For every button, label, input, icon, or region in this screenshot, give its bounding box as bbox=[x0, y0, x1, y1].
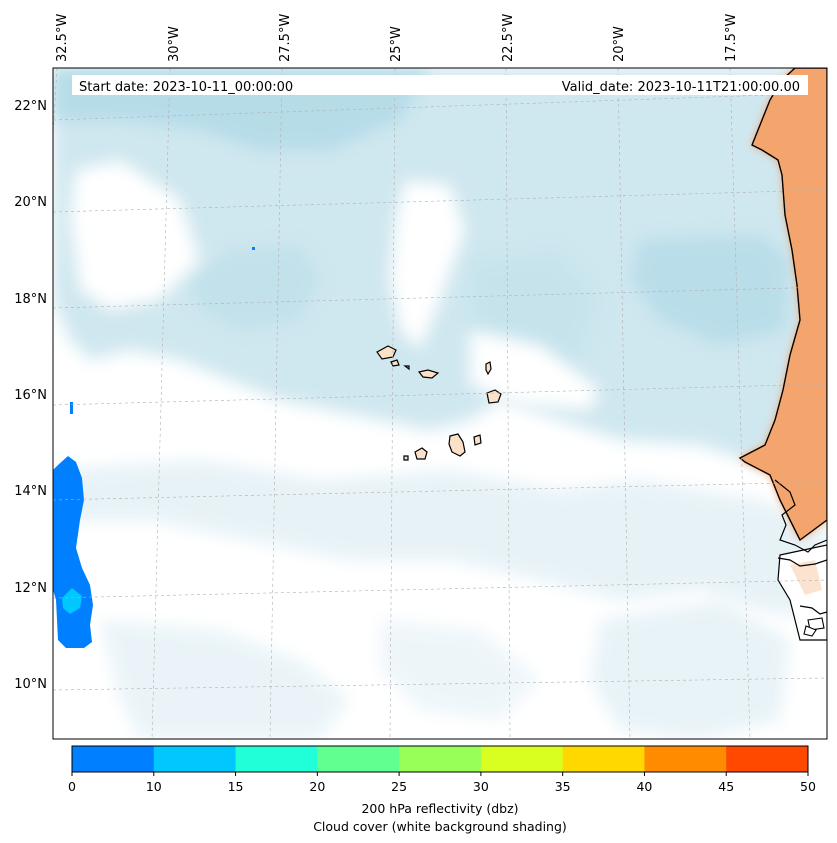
island-fogo bbox=[414, 447, 428, 460]
island-sal bbox=[485, 361, 492, 376]
lat-label: 14°N bbox=[14, 484, 47, 499]
lon-label: 27.5°W bbox=[278, 14, 293, 62]
colorbar-segment bbox=[153, 746, 237, 772]
island-santiago bbox=[448, 433, 466, 457]
colorbar-segment bbox=[562, 746, 645, 772]
lat-label: 16°N bbox=[14, 388, 47, 403]
lon-label: 30°W bbox=[167, 26, 182, 62]
island-boa-vista bbox=[486, 389, 502, 404]
map-frame bbox=[52, 67, 828, 740]
colorbar-segment bbox=[399, 746, 482, 772]
colorbar-tick-label: 15 bbox=[228, 779, 244, 794]
island-sao-nicolau bbox=[417, 369, 440, 379]
reflectivity-layer bbox=[53, 247, 255, 648]
colorbar: 0 10 15 20 25 30 35 40 45 50 bbox=[68, 745, 816, 794]
colorbar-frame bbox=[71, 745, 809, 773]
island-santo-antao bbox=[376, 345, 397, 360]
colorbar-segment bbox=[235, 746, 318, 772]
colorbar-segment bbox=[72, 746, 155, 772]
colorbar-tick-label: 25 bbox=[391, 779, 407, 794]
lat-label: 20°N bbox=[14, 195, 47, 210]
colorbar-sublabel: Cloud cover (white background shading) bbox=[313, 819, 567, 834]
graticule bbox=[53, 68, 827, 739]
africa-landmass bbox=[738, 68, 827, 641]
colorbar-tick-label: 30 bbox=[473, 779, 489, 794]
colorbar-tick-label: 40 bbox=[636, 779, 652, 794]
lon-label: 20°W bbox=[612, 26, 627, 62]
colorbar-tick-label: 45 bbox=[718, 779, 734, 794]
colorbar-segment bbox=[726, 746, 809, 772]
colorbar-tick-label: 0 bbox=[68, 779, 76, 794]
colorbar-segment bbox=[317, 746, 400, 772]
lon-label: 32.5°W bbox=[55, 14, 70, 62]
cape-verde-islands bbox=[376, 345, 502, 461]
colorbar-segment bbox=[644, 746, 727, 772]
island-santa-luzia bbox=[403, 365, 410, 371]
lon-label: 22.5°W bbox=[501, 14, 516, 62]
lon-label: 25°W bbox=[389, 26, 404, 62]
lon-label: 17.5°W bbox=[724, 14, 739, 62]
island-maio bbox=[473, 434, 482, 446]
colorbar-tick-label: 20 bbox=[309, 779, 325, 794]
valid-date: Valid_date: 2023-10-11T21:00:00.00 bbox=[562, 80, 800, 95]
colorbar-tick-label: 10 bbox=[146, 779, 162, 794]
colorbar-tick-label: 50 bbox=[800, 779, 816, 794]
island-brava bbox=[403, 455, 409, 461]
lat-label: 22°N bbox=[14, 99, 47, 114]
latitude-labels: 22°N 20°N 18°N 16°N 14°N 12°N 10°N bbox=[14, 99, 47, 692]
colorbar-segment bbox=[480, 746, 564, 772]
lat-label: 10°N bbox=[14, 677, 47, 692]
colorbar-label: 200 hPa reflectivity (dbz) bbox=[361, 801, 518, 816]
lat-label: 12°N bbox=[14, 581, 47, 596]
start-date: Start date: 2023-10-11_00:00:00 bbox=[79, 80, 293, 95]
lat-label: 18°N bbox=[14, 292, 47, 307]
longitude-labels: 32.5°W 30°W 27.5°W 25°W 22.5°W 20°W 17.5… bbox=[55, 14, 739, 62]
date-info-bar bbox=[72, 75, 808, 95]
colorbar-tick-label: 35 bbox=[555, 779, 571, 794]
